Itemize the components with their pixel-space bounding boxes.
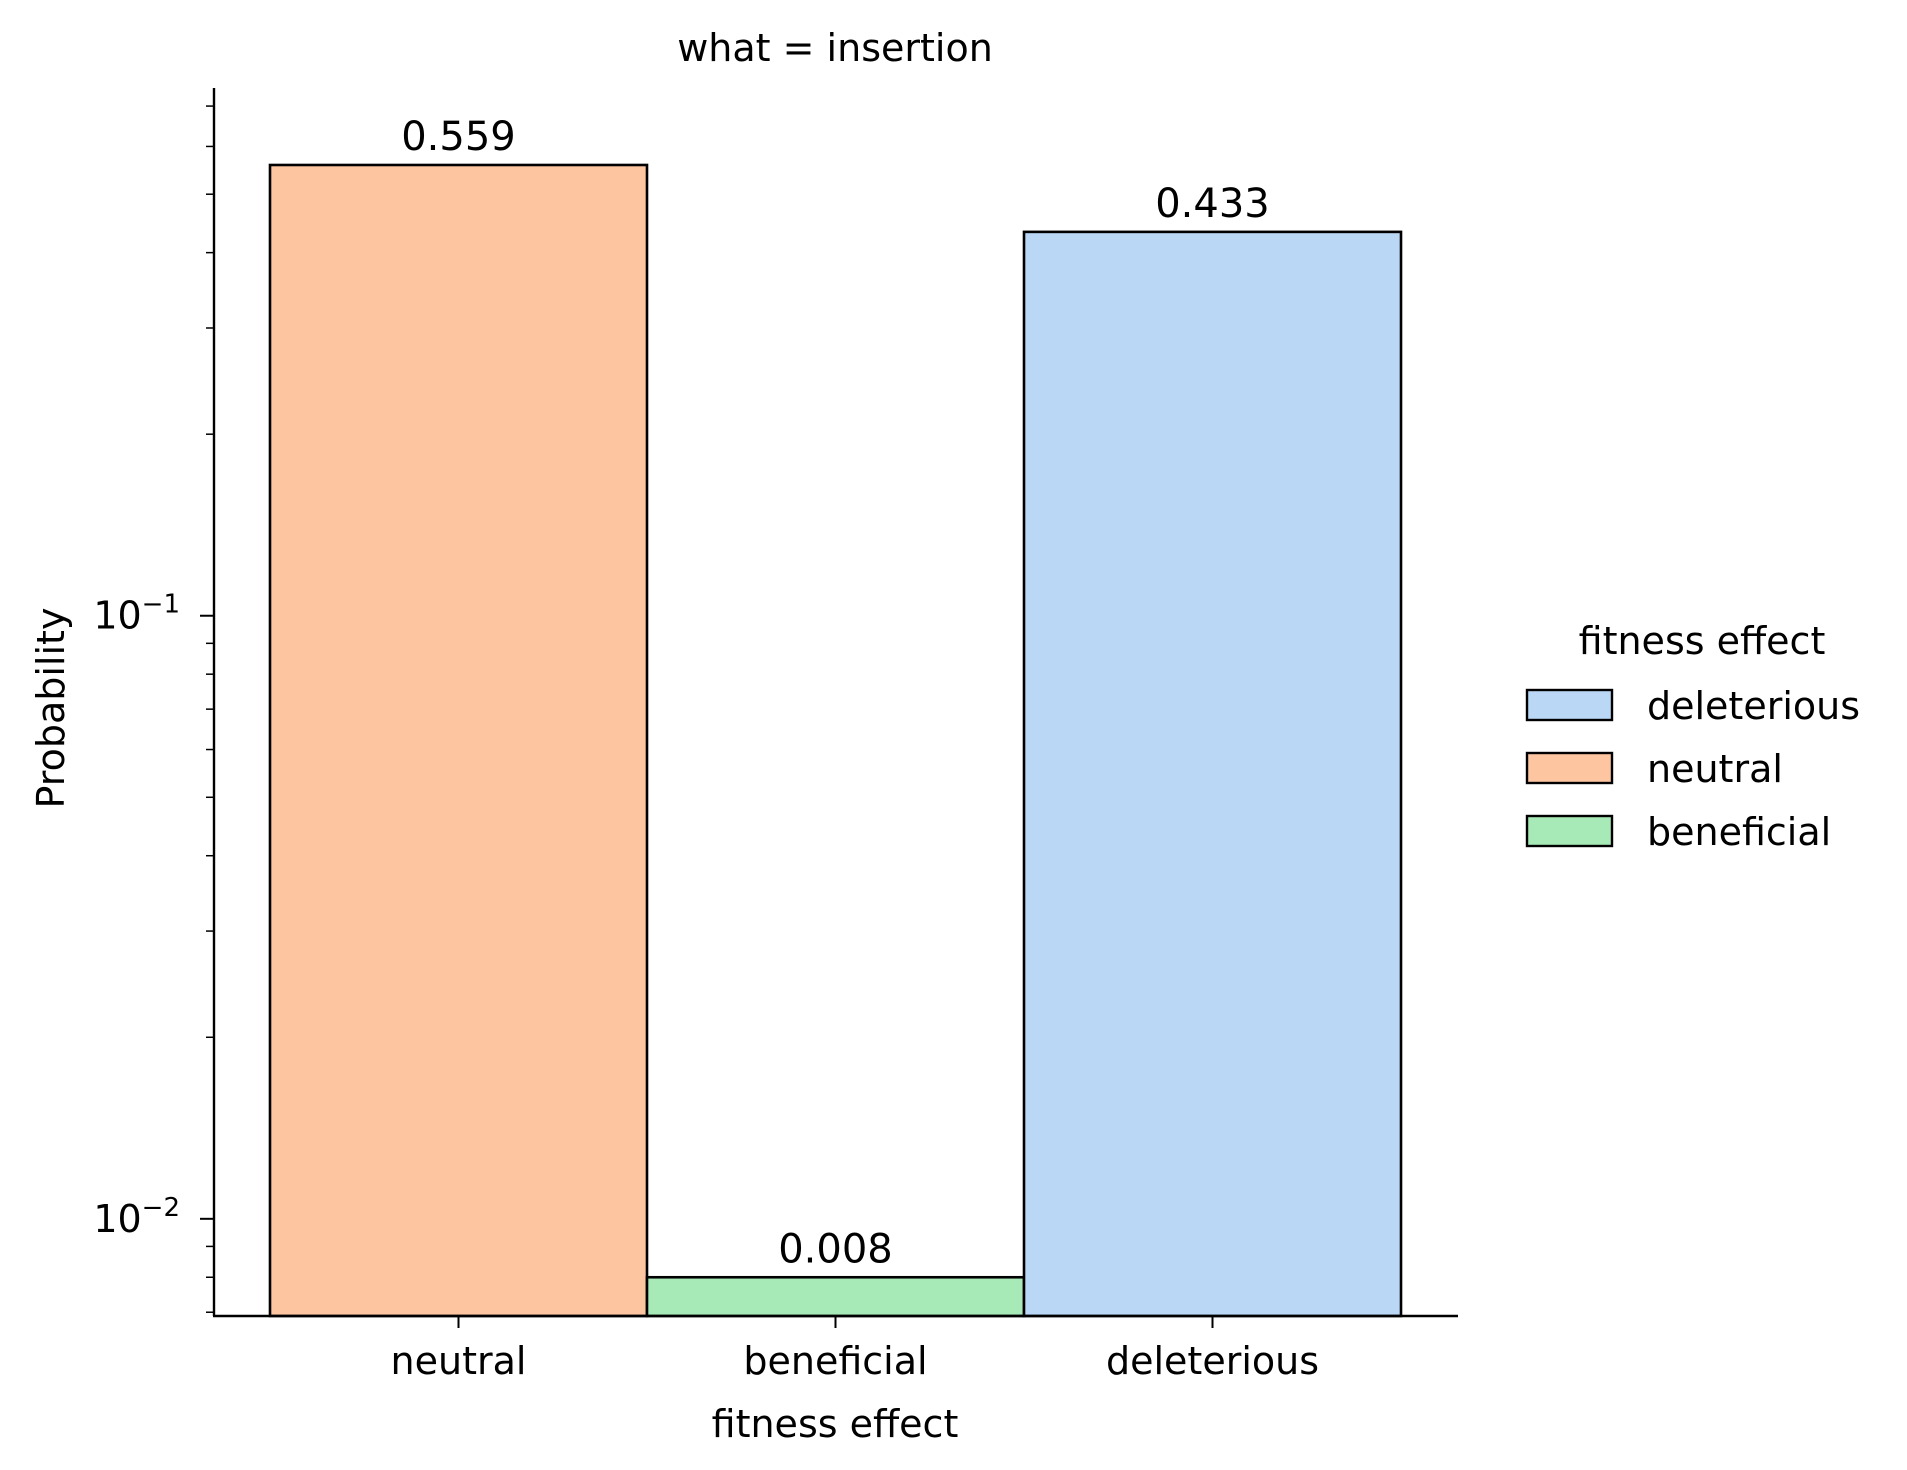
legend-swatch-beneficial xyxy=(1525,814,1614,848)
x-tick-label-beneficial: beneficial xyxy=(743,1339,927,1383)
bar-neutral xyxy=(268,163,649,1318)
bar-value-label-neutral: 0.559 xyxy=(401,114,516,160)
legend-swatch-neutral xyxy=(1525,751,1614,785)
x-tick-label-neutral: neutral xyxy=(391,1339,527,1383)
legend-swatch-deleterious xyxy=(1525,688,1614,722)
bar-value-label-deleterious: 0.433 xyxy=(1155,181,1270,227)
chart-title: what = insertion xyxy=(677,26,993,70)
x-ticks-group: neutral beneficial deleterious xyxy=(391,1316,1319,1383)
y-tick-label-0: 10−2 xyxy=(93,1193,180,1241)
y-axis-label: Probability xyxy=(29,608,73,809)
legend-label-neutral: neutral xyxy=(1647,747,1783,791)
x-tick-label-deleterious: deleterious xyxy=(1106,1339,1319,1383)
legend-label-deleterious: deleterious xyxy=(1647,684,1860,728)
bar-value-label-beneficial: 0.008 xyxy=(778,1226,893,1272)
bar-beneficial xyxy=(645,1275,1026,1318)
legend: fitness effect deleterious neutral benefic… xyxy=(1525,619,1860,854)
y-ticks-group: 10−2 10−1 xyxy=(93,105,214,1313)
y-tick-label-1: 10−1 xyxy=(93,590,180,638)
x-axis-label: fitness effect xyxy=(712,1402,959,1446)
bars-group xyxy=(268,163,1403,1318)
legend-title: fitness effect xyxy=(1579,619,1826,663)
bar-deleterious xyxy=(1022,230,1403,1318)
bar-labels-group: 0.559 0.008 0.433 xyxy=(401,114,1270,1272)
legend-label-beneficial: beneficial xyxy=(1647,810,1831,854)
